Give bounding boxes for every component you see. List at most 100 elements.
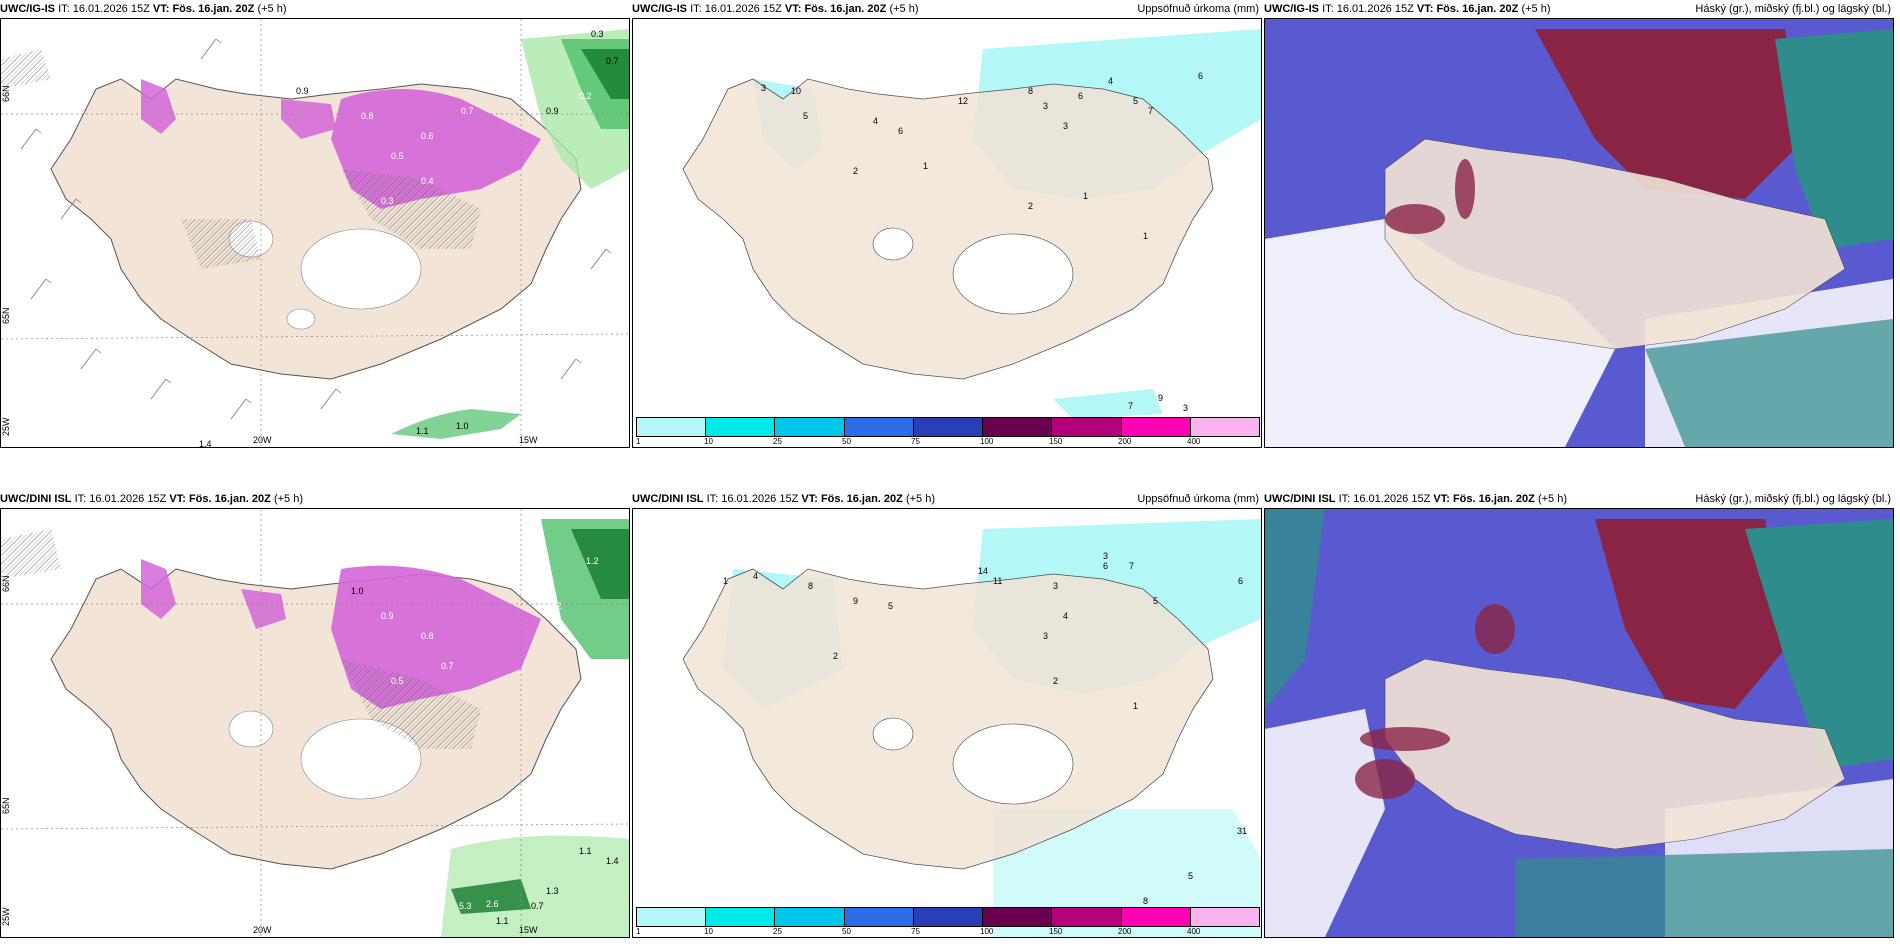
panel-row2-precip: UWC/DINI ISL IT: 16.01.2026 15Z VT: Fös.… [632, 490, 1262, 938]
map-wind-precip[interactable]: 1.0 0.9 0.8 1.2 0.5 0.7 0.2 1.1 1.3 5.3 … [0, 508, 630, 938]
model-name: UWC/DINI ISL [632, 493, 704, 505]
precip-value: 3 [1063, 121, 1068, 131]
vt-value: Fös. 16.jan. 20Z [820, 493, 903, 505]
value-label: 0.8 [421, 631, 434, 641]
value-label: 1.0 [351, 586, 364, 596]
it-value: 16.01.2026 15Z [721, 493, 799, 505]
cbar-label: 75 [911, 927, 920, 936]
lead-time: (+5 h) [889, 3, 919, 15]
cbar-label: 50 [842, 927, 851, 936]
cbar-label: 400 [1187, 437, 1201, 446]
precip-value: 1 [1143, 231, 1148, 241]
colorbar-labels: 1 10 25 50 75 100 150 200 400 [636, 437, 1258, 447]
precip-value: 6 [898, 126, 903, 136]
map-clouds[interactable] [1264, 508, 1894, 938]
panel-row2-wind: UWC/DINI ISL IT: 16.01.2026 15Z VT: Fös.… [0, 490, 630, 938]
precip-value: 5 [888, 601, 893, 611]
precip-value: 8 [1143, 896, 1148, 906]
cbar-label: 200 [1118, 437, 1132, 446]
vt-label: VT: [1416, 3, 1434, 15]
vt-label: VT: [784, 3, 802, 15]
precip-value: 14 [978, 566, 988, 576]
map-accum-precip[interactable]: 3 10 5 4 6 12 2 1 3 8 6 4 5 7 3 1 2 1 9 … [632, 18, 1262, 448]
lead-time: (+5 h) [1521, 3, 1551, 15]
precip-value: 4 [1108, 76, 1113, 86]
precip-value: 3 [761, 83, 766, 93]
precip-value: 3 [1043, 101, 1048, 111]
panel-row2-cloud: UWC/DINI ISL IT: 16.01.2026 15Z VT: Fös.… [1264, 490, 1894, 938]
precip-value: 9 [1158, 393, 1163, 403]
cbar-label: 100 [980, 437, 994, 446]
cbar-label: 200 [1118, 927, 1132, 936]
lead-time: (+5 h) [257, 3, 287, 15]
precip-value: 8 [1028, 86, 1033, 96]
panel-header: UWC/IG-IS IT: 16.01.2026 15Z VT: Fös. 16… [0, 0, 630, 18]
cbar-label: 50 [842, 437, 851, 446]
value-label: 1.1 [496, 916, 509, 926]
value-label: 0.3 [381, 196, 394, 206]
map-svg: 1 4 8 5 9 14 11 3 6 2 7 4 3 5 1 2 9 8 5 … [682, 519, 1261, 937]
value-label: 1.1 [579, 846, 592, 856]
lat-label: 66N [1, 575, 11, 592]
value-label: 1.4 [606, 856, 619, 866]
value-label: 0.6 [421, 131, 434, 141]
panel-header: UWC/DINI ISL IT: 16.01.2026 15Z VT: Fös.… [0, 490, 630, 508]
precip-value: 4 [873, 116, 878, 126]
precip-value: 3 [1053, 581, 1058, 591]
lat-label: 65N [1, 797, 11, 814]
lead-time: (+5 h) [905, 493, 935, 505]
high-cloud [1595, 519, 1785, 709]
value-label: 0.9 [381, 611, 394, 621]
panel-title: Háský (gr.), miðský (fj.bl.) og lágský (… [1695, 3, 1891, 15]
it-label: IT: [1322, 3, 1334, 15]
precip-value: 2 [1028, 201, 1033, 211]
precip-value: 5 [1153, 596, 1158, 606]
vt-value: Fös. 16.jan. 20Z [1436, 3, 1519, 15]
vt-label: VT: [801, 493, 818, 505]
map-wind-precip[interactable]: 0.9 0.8 0.6 0.7 0.5 0.4 0.3 1.4 1.1 1.0 … [0, 18, 630, 448]
map-clouds[interactable] [1264, 18, 1894, 448]
it-label: IT: [706, 493, 719, 505]
it-value: 16.01.2026 15Z [1353, 493, 1431, 505]
value-label: 0.9 [546, 106, 559, 116]
panel-header: UWC/DINI ISL IT: 16.01.2026 15Z VT: Fös.… [632, 490, 1262, 508]
map-svg: 1.0 0.9 0.8 1.2 0.5 0.7 0.2 1.1 1.3 5.3 … [1, 509, 629, 937]
colorbar [636, 907, 1260, 927]
vt-value: Fös. 16.jan. 20Z [1452, 493, 1535, 505]
it-value: 16.01.2026 15Z [704, 3, 782, 15]
value-label: 1.0 [456, 421, 469, 431]
iceland-land [682, 78, 1214, 380]
it-label: IT: [74, 493, 87, 505]
precip-value: 6 [1103, 561, 1108, 571]
model-name: UWC/IG-IS [0, 3, 55, 15]
value-label: 0.7 [606, 56, 619, 66]
model-name: UWC/IG-IS [632, 3, 687, 15]
value-label: 0.7 [461, 106, 474, 116]
precip-value: 12 [958, 96, 968, 106]
panel-title: Uppsöfnuð úrkoma (mm) [1137, 3, 1259, 15]
cbar-label: 10 [704, 437, 713, 446]
value-label: 0.7 [531, 901, 544, 911]
value-label: 0.5 [391, 676, 404, 686]
panel-header: UWC/DINI ISL IT: 16.01.2026 15Z VT: Fös.… [1264, 490, 1894, 508]
value-label: 0.4 [421, 176, 434, 186]
wind-barbs [20, 38, 612, 420]
vt-label: VT: [152, 3, 170, 15]
value-label: 1.2 [586, 556, 599, 566]
lat-label: 66N [1, 85, 11, 102]
model-name: UWC/DINI ISL [1264, 493, 1336, 505]
model-name: UWC/DINI ISL [0, 493, 72, 505]
vt-value: Fös. 16.jan. 20Z [188, 493, 271, 505]
precip-value: 7 [1148, 106, 1153, 116]
cbar-label: 1 [636, 927, 641, 936]
value-label: 0.2 [549, 601, 562, 611]
precip-value: 5 [1188, 871, 1193, 881]
value-label: 1.1 [416, 426, 429, 436]
it-value: 16.01.2026 15Z [1336, 3, 1414, 15]
cbar-label: 10 [704, 927, 713, 936]
precip-value: 4 [753, 571, 758, 581]
map-accum-precip[interactable]: 1 4 8 5 9 14 11 3 6 2 7 4 3 5 1 2 9 8 5 … [632, 508, 1262, 938]
vt-value: Fös. 16.jan. 20Z [804, 3, 887, 15]
cbar-label: 25 [773, 927, 782, 936]
precip-value: 6 [1078, 91, 1083, 101]
